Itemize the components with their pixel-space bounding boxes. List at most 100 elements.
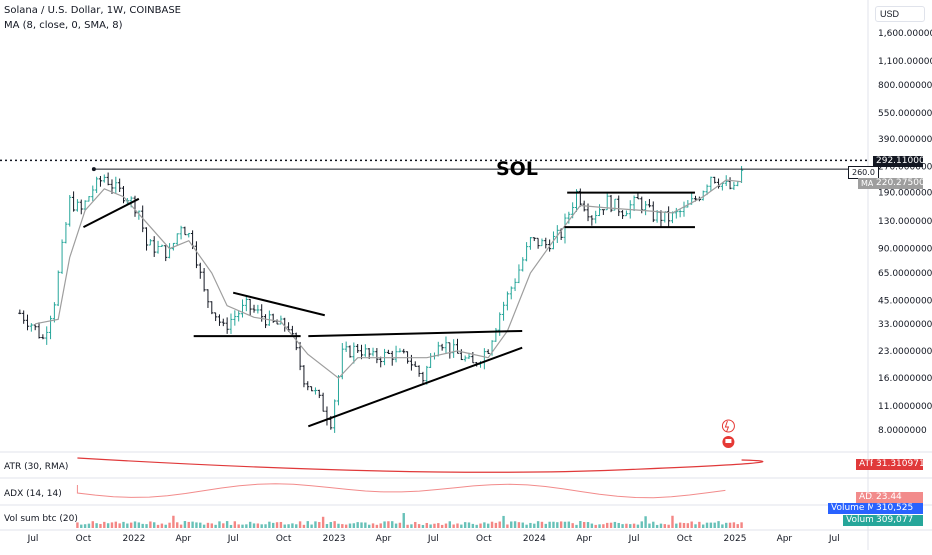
atr-line bbox=[77, 457, 764, 473]
volume-bar bbox=[272, 522, 275, 528]
volume-bar bbox=[575, 524, 578, 528]
x-tick-label: 2022 bbox=[122, 534, 145, 544]
volume-bar bbox=[149, 521, 152, 528]
volume-bar bbox=[429, 524, 432, 528]
adx-value-tag: 23.44 bbox=[873, 492, 923, 503]
volume-bar bbox=[375, 524, 379, 528]
volume-bar bbox=[248, 521, 252, 528]
volume-bar bbox=[360, 522, 363, 528]
volume-bar bbox=[364, 522, 367, 528]
volume-bar bbox=[302, 524, 306, 528]
volume-bar bbox=[156, 524, 160, 528]
volume-bar bbox=[632, 523, 636, 528]
volume-bar bbox=[318, 522, 321, 528]
volume-bar bbox=[268, 521, 271, 528]
ma-line bbox=[35, 179, 742, 379]
volume-bar bbox=[341, 524, 344, 528]
x-axis: Jul Oct 2022 Apr Jul Oct 2023 Apr Jul Oct 2024 Apr J… bbox=[27, 534, 840, 544]
volume-bar bbox=[122, 521, 125, 528]
volume-bar bbox=[337, 523, 340, 528]
volume-bar bbox=[506, 524, 509, 528]
ma-indicator-label[interactable]: MA (8, close, 0, SMA, 8) bbox=[4, 20, 123, 31]
volume-bar bbox=[229, 524, 233, 528]
y-tick-label: 45.0000000 bbox=[878, 297, 932, 307]
volume-bar bbox=[471, 523, 475, 528]
volume-bar bbox=[682, 522, 686, 528]
volume-bar bbox=[721, 524, 724, 528]
x-tick-label: Oct bbox=[276, 534, 292, 544]
volume-bar bbox=[314, 521, 317, 528]
y-tick-label: 1,100.0000000 bbox=[878, 57, 932, 67]
volume-bar bbox=[283, 524, 286, 528]
volume-bar bbox=[655, 524, 659, 528]
volume-bar bbox=[153, 522, 156, 528]
volume-bar bbox=[678, 522, 682, 528]
volume-value-tag: 309,077 bbox=[873, 515, 923, 526]
volume-bar bbox=[563, 521, 567, 528]
volume-bar bbox=[118, 523, 121, 528]
volume-bar bbox=[705, 522, 709, 528]
volume-bar bbox=[76, 522, 79, 528]
volume-bar bbox=[371, 523, 375, 528]
volume-bar bbox=[540, 521, 544, 528]
volume-bar bbox=[103, 521, 106, 528]
currency-selector[interactable]: USD bbox=[875, 6, 925, 22]
indicator-panes bbox=[76, 457, 764, 528]
y-tick-label: 16.0000000 bbox=[878, 374, 932, 384]
volume-bar bbox=[594, 524, 597, 528]
sol-annotation: SOL bbox=[496, 158, 538, 180]
event-icons bbox=[721, 419, 735, 448]
y-tick-label: 90.0000000 bbox=[878, 245, 932, 255]
volume-bar bbox=[129, 522, 133, 528]
volume-bar bbox=[556, 522, 559, 528]
volume-bar bbox=[652, 521, 655, 528]
price-bars bbox=[18, 165, 744, 433]
volume-bar bbox=[467, 522, 471, 528]
volume-label[interactable]: Vol sum btc (20) bbox=[4, 514, 78, 524]
lightning-event-icon bbox=[721, 419, 735, 433]
volume-bar bbox=[582, 521, 586, 528]
volume-bar bbox=[321, 516, 325, 528]
volume-bar bbox=[279, 521, 283, 528]
chart-title: Solana / U.S. Dollar, 1W, COINBASE bbox=[4, 5, 181, 16]
volume-bar bbox=[210, 523, 213, 528]
volume-bar bbox=[490, 521, 494, 528]
volume-bar bbox=[383, 521, 386, 528]
volume-bar bbox=[141, 523, 144, 528]
volume-bar bbox=[145, 524, 148, 528]
volume-bar bbox=[214, 524, 217, 528]
x-tick-label: Apr bbox=[376, 534, 392, 544]
volume-bar bbox=[667, 524, 670, 528]
trendline bbox=[83, 197, 140, 228]
volume-bar bbox=[114, 521, 118, 528]
volume-bar bbox=[559, 521, 563, 528]
volume-bar bbox=[740, 522, 743, 528]
x-tick-label: 2023 bbox=[323, 534, 346, 544]
volume-bar bbox=[671, 515, 674, 528]
volume-bar bbox=[529, 522, 532, 528]
volume-bar bbox=[344, 524, 348, 528]
volume-bar bbox=[636, 524, 640, 528]
volume-bar bbox=[609, 522, 613, 528]
volume-bar bbox=[199, 522, 202, 528]
volume-bar bbox=[728, 522, 732, 528]
volume-bar bbox=[544, 523, 547, 528]
x-tick-label: Jul bbox=[828, 534, 840, 544]
volume-bar bbox=[444, 523, 448, 528]
adx-label[interactable]: ADX (14, 14) bbox=[4, 489, 62, 499]
volume-bar bbox=[617, 522, 620, 528]
atr-label[interactable]: ATR (30, RMA) bbox=[4, 462, 69, 472]
lightning-glyph bbox=[724, 420, 730, 433]
y-tick-label: 8.0000000 bbox=[878, 426, 927, 436]
y-tick-label: 130.0000000 bbox=[878, 217, 932, 227]
volume-bar bbox=[579, 521, 582, 528]
adx-line bbox=[76, 483, 726, 499]
volume-bar bbox=[571, 523, 574, 528]
volume-bar bbox=[275, 522, 279, 528]
volume-bar bbox=[717, 521, 720, 528]
y-tick-label: 1,600.0000000 bbox=[878, 29, 932, 39]
volume-bar bbox=[533, 523, 536, 528]
volume-ma-value-tag: 310,525 bbox=[873, 503, 923, 514]
